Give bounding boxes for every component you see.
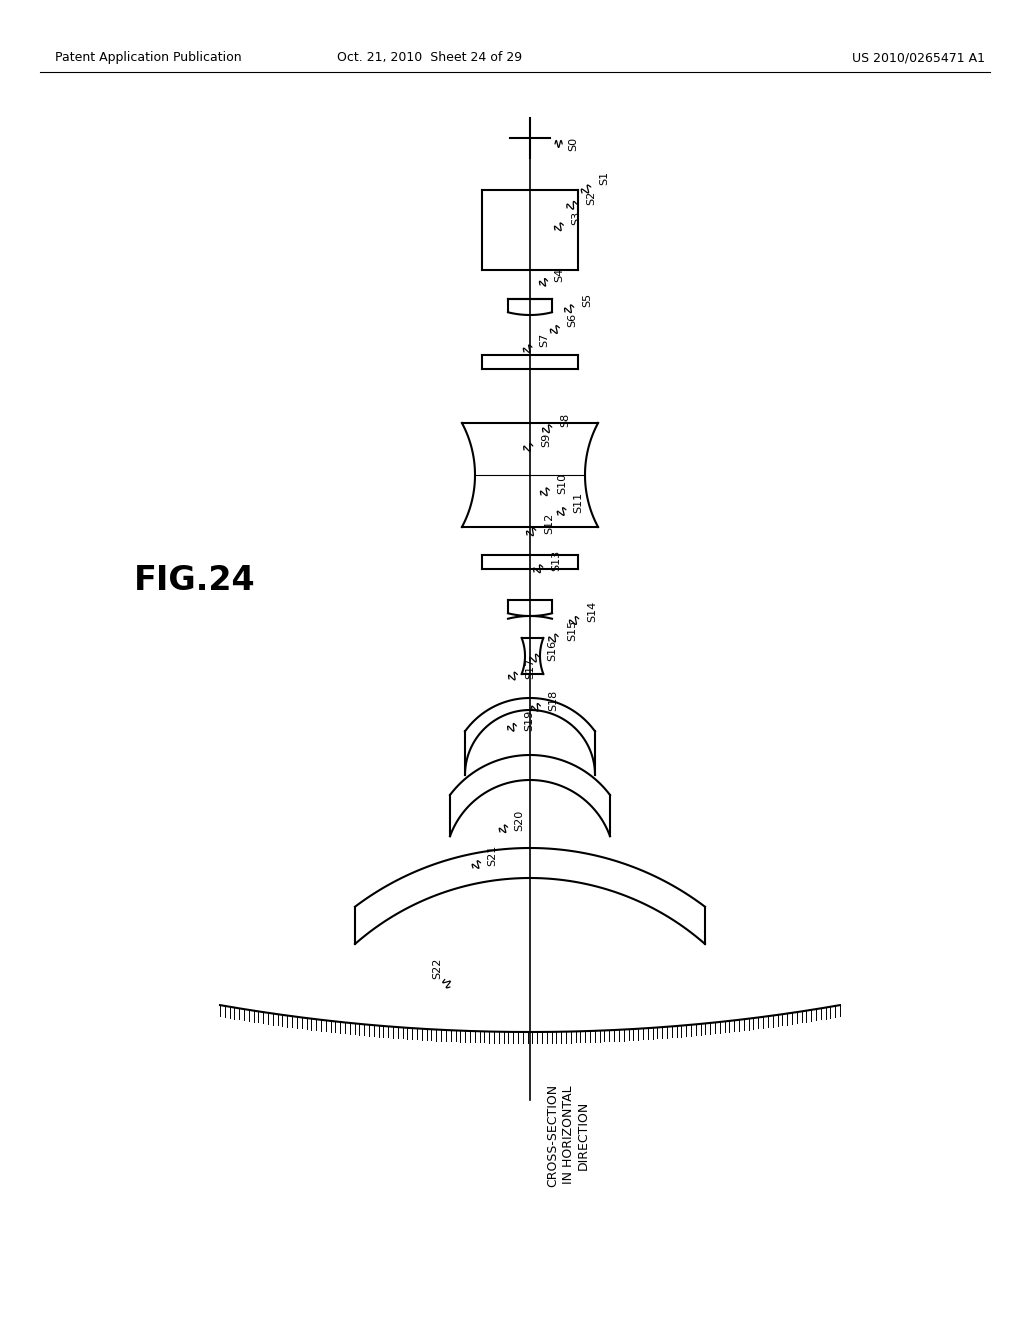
Text: S4: S4 xyxy=(554,268,564,282)
Text: S14: S14 xyxy=(587,601,597,622)
Text: S10: S10 xyxy=(557,473,567,494)
Text: S6: S6 xyxy=(567,313,577,327)
Text: S9: S9 xyxy=(541,433,551,447)
Text: S19: S19 xyxy=(524,709,534,731)
Text: S5: S5 xyxy=(582,293,592,308)
Text: S21: S21 xyxy=(487,845,497,866)
Text: S0: S0 xyxy=(568,137,578,150)
Text: CROSS-SECTION
IN HORIZONTAL
DIRECTION: CROSS-SECTION IN HORIZONTAL DIRECTION xyxy=(547,1084,590,1187)
Text: S3: S3 xyxy=(571,211,581,226)
Text: Patent Application Publication: Patent Application Publication xyxy=(55,51,242,65)
Text: S17: S17 xyxy=(525,657,535,678)
Text: Oct. 21, 2010  Sheet 24 of 29: Oct. 21, 2010 Sheet 24 of 29 xyxy=(338,51,522,65)
Text: S13: S13 xyxy=(551,549,561,570)
Text: S12: S12 xyxy=(544,512,554,533)
Text: S11: S11 xyxy=(573,491,583,512)
Text: S20: S20 xyxy=(514,809,524,830)
Text: S7: S7 xyxy=(539,333,549,347)
Text: S18: S18 xyxy=(548,689,558,710)
Text: S16: S16 xyxy=(547,639,557,660)
Text: S15: S15 xyxy=(567,619,577,640)
Text: US 2010/0265471 A1: US 2010/0265471 A1 xyxy=(852,51,985,65)
Text: S1: S1 xyxy=(599,170,609,185)
Text: S2: S2 xyxy=(586,191,596,205)
Text: S8: S8 xyxy=(560,413,570,428)
Text: S22: S22 xyxy=(432,957,442,978)
Text: FIG.24: FIG.24 xyxy=(134,564,256,597)
